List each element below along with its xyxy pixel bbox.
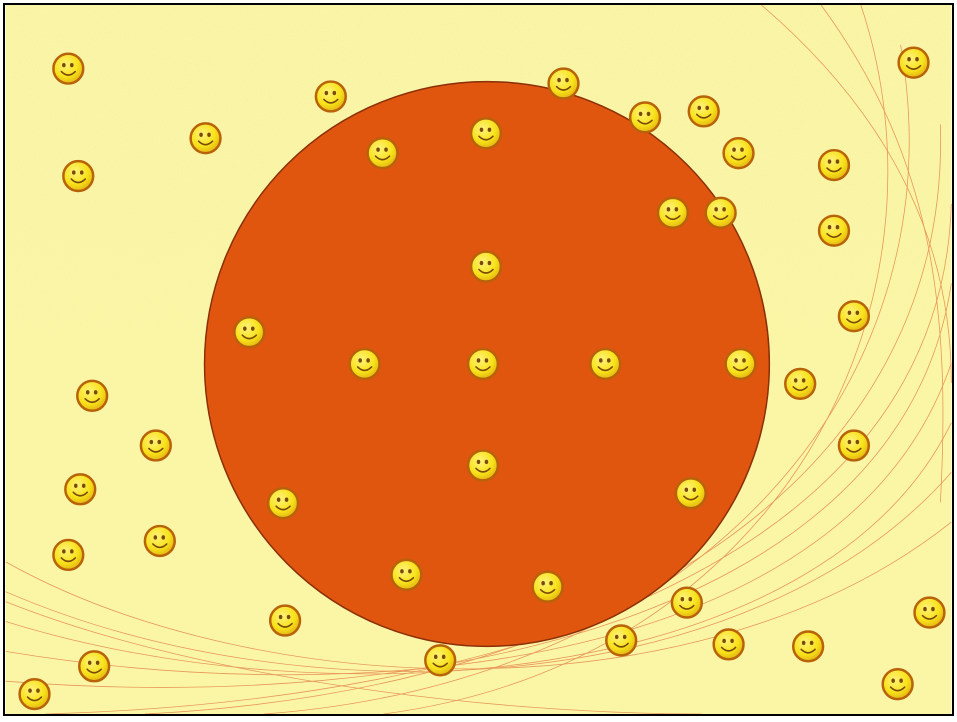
decorative-curve <box>5 601 702 714</box>
decorative-curve <box>5 422 952 675</box>
smiley-face-icon <box>268 604 302 637</box>
decorative-curve <box>144 124 941 714</box>
smiley-face-icon <box>817 148 851 182</box>
decorative-curve <box>5 283 952 688</box>
decorative-curve <box>5 472 952 672</box>
smiley-face-icon <box>724 347 757 381</box>
smiley-face-icon <box>76 379 109 412</box>
smiley-face-icon <box>670 586 703 619</box>
smiley-face-icon <box>881 668 914 701</box>
smiley-face-icon <box>466 347 500 381</box>
slide-scene <box>5 5 952 714</box>
smiley-face-icon <box>704 196 737 229</box>
smiley-face-icon <box>837 429 871 462</box>
smiley-face-icon <box>547 67 580 100</box>
smiley-face-icon <box>712 628 745 661</box>
decorative-curves <box>5 5 952 714</box>
decorative-curve <box>820 5 944 503</box>
smiley-face-icon <box>674 477 707 510</box>
smiley-face-icon <box>78 650 111 683</box>
smiley-face-icon <box>469 117 503 150</box>
smiley-face-icon <box>628 101 662 134</box>
smiley-face-icon <box>605 624 638 657</box>
smiley-face-icon <box>64 473 97 506</box>
smiley-face-icon <box>189 122 222 155</box>
smiley-face-icon <box>62 159 95 193</box>
smiley-face-icon <box>589 347 622 381</box>
decorative-curve <box>45 203 952 714</box>
smiley-face-icon <box>52 538 85 572</box>
slide-canvas <box>3 3 954 716</box>
smiley-face-icon <box>897 46 930 79</box>
smiley-face-icon <box>791 630 825 663</box>
smiley-face-icon <box>531 570 564 603</box>
smiley-face-icon <box>52 52 85 85</box>
smiley-face-icon <box>913 596 946 629</box>
smiley-face-icon <box>266 487 300 520</box>
smiley-face-icon <box>817 214 851 247</box>
smiley-face-icon <box>348 347 381 381</box>
smiley-face-icon <box>469 250 503 283</box>
decorative-curve <box>761 5 952 383</box>
smiley-face-icon <box>722 137 755 170</box>
decorative-curve <box>264 44 910 714</box>
smiley-group <box>18 46 946 711</box>
smiley-face-icon <box>656 196 690 229</box>
smiley-face-icon <box>687 95 720 128</box>
smiley-face-icon <box>837 300 871 333</box>
smiley-face-icon <box>139 429 172 462</box>
smiley-face-icon <box>143 524 176 558</box>
smiley-face-icon <box>466 449 500 482</box>
decorative-curve <box>5 362 952 676</box>
decorative-curve <box>383 5 889 714</box>
smiley-face-icon <box>233 315 266 349</box>
smiley-face-icon <box>784 367 817 401</box>
smiley-face-icon <box>424 644 457 677</box>
smiley-face-icon <box>390 558 423 591</box>
smiley-face-icon <box>314 80 347 113</box>
smiley-face-icon <box>18 677 51 711</box>
smiley-face-icon <box>366 137 399 170</box>
